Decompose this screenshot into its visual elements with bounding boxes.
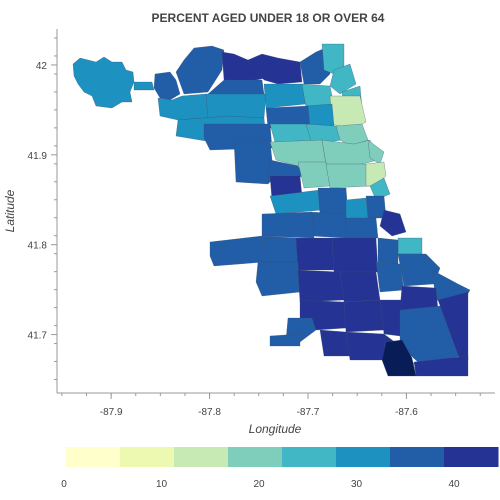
colorbar-swatch — [390, 447, 445, 467]
colorbar-swatch — [228, 447, 283, 467]
y-axis-label: Latitude — [3, 189, 17, 232]
community-area-sw-5 — [255, 261, 301, 297]
community-area-sw-2 — [261, 235, 299, 263]
y-axis-ticks: 42 41.9 41.8 41.7 — [28, 37, 57, 381]
community-area-s-12 — [413, 355, 469, 377]
y-tick-label: 41.7 — [28, 331, 48, 342]
community-area-n-1 — [247, 53, 303, 85]
colorbar-swatch — [120, 447, 175, 467]
colorbar-tick-label: 10 — [156, 479, 168, 490]
colorbar-swatch — [282, 447, 337, 467]
community-area-n-9 — [305, 103, 335, 127]
community-area-cn-9 — [325, 163, 371, 189]
community-area-s-3 — [399, 285, 439, 311]
plot-area: -87.9 -87.8 -87.7 -87.6 42 41.9 41.8 41.7 — [28, 29, 495, 418]
x-tick-label: -87.8 — [198, 407, 221, 418]
x-tick-label: -87.9 — [100, 407, 123, 418]
community-area-lf-3 — [377, 237, 399, 265]
community-area-s-5 — [343, 299, 385, 333]
y-tick-label: 41.9 — [28, 151, 48, 162]
community-area-s-10 — [345, 331, 389, 361]
community-area-sw-1 — [209, 235, 265, 267]
colorbar-swatch — [444, 447, 499, 467]
x-axis-label: Longitude — [249, 422, 302, 436]
community-areas — [72, 43, 471, 377]
community-area-w-8 — [309, 211, 347, 239]
community-area-w-6 — [345, 197, 369, 221]
x-tick-label: -87.6 — [395, 407, 418, 418]
colorbar-tick-label: 30 — [351, 479, 363, 490]
community-area-nw-1 — [153, 71, 181, 101]
community-area-sw-4 — [331, 237, 379, 273]
colorbar-swatch — [66, 447, 121, 467]
colorbar-swatches — [66, 447, 499, 467]
community-area-sw-bridge — [261, 211, 315, 239]
colorbar-tick-label: 40 — [448, 479, 460, 490]
y-tick-label: 41.8 — [28, 241, 48, 252]
chart-title: PERCENT AGED UNDER 18 OR OVER 64 — [152, 11, 385, 25]
community-area-w-5 — [317, 187, 349, 215]
colorbar: 0 10 20 30 40 — [61, 447, 499, 490]
community-area-ohare-link — [133, 81, 155, 91]
community-area-s-9 — [319, 329, 351, 357]
community-area-n-2 — [263, 83, 307, 109]
community-area-nw-6 — [205, 93, 267, 119]
colorbar-swatch — [174, 447, 229, 467]
community-area-sw-8 — [375, 261, 405, 293]
x-tick-label: -87.7 — [297, 407, 320, 418]
community-area-nw-3 — [175, 45, 225, 95]
colorbar-tick-label: 20 — [253, 479, 265, 490]
colorbar-ticks: 0 10 20 30 40 — [61, 479, 460, 490]
community-area-ohare — [72, 56, 135, 109]
community-area-lf-2 — [397, 237, 423, 255]
colorbar-tick-label: 0 — [61, 479, 67, 490]
community-area-sw-6 — [297, 269, 345, 303]
community-area-sw-3 — [295, 237, 335, 271]
community-area-n-5 — [329, 63, 357, 95]
x-axis-ticks: -87.9 -87.8 -87.7 -87.6 — [61, 393, 481, 418]
community-area-sw-far-2 — [269, 333, 301, 347]
colorbar-swatch — [336, 447, 391, 467]
community-area-sw-7 — [339, 271, 381, 303]
community-area-lf-1 — [379, 209, 407, 237]
community-area-loop — [369, 177, 391, 201]
y-tick-label: 42 — [36, 61, 48, 72]
community-area-w-9 — [345, 217, 379, 239]
